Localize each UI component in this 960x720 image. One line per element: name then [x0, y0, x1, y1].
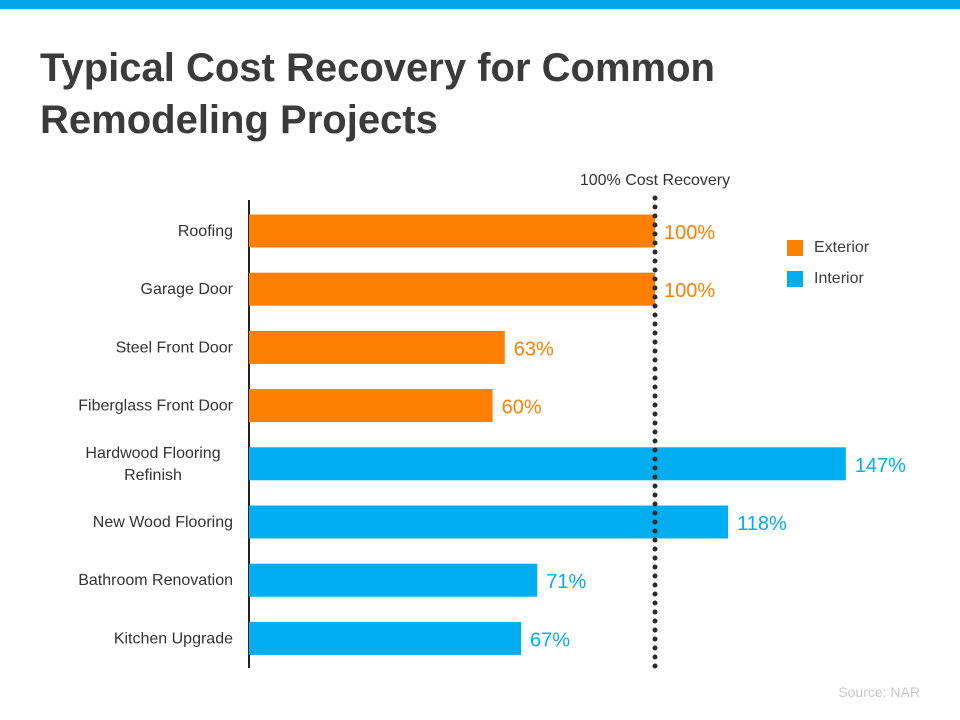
legend-item-exterior: Exterior	[787, 238, 869, 258]
category-label-7: Bathroom Renovation	[78, 572, 233, 589]
data-label-1: 100%	[664, 222, 715, 244]
data-label-6: 118%	[737, 513, 787, 535]
data-label-7: 71%	[546, 571, 586, 593]
category-label-5: Hardwood Flooring Refinish	[85, 445, 220, 484]
bar-1	[249, 214, 655, 248]
category-label-3: Steel Front Door	[116, 339, 234, 356]
bar-5	[249, 447, 846, 481]
category-label-5-line-2: Refinish	[124, 467, 182, 484]
legend-swatch-interior	[787, 271, 803, 287]
legend-label-exterior: Exterior	[814, 239, 870, 256]
legend-label-interior: Interior	[814, 270, 864, 287]
top-accent-bar	[0, 0, 960, 9]
data-label-2: 100%	[664, 280, 715, 302]
source-note: Source: NAR	[838, 684, 920, 700]
chart-legend: Exterior Interior	[787, 238, 869, 300]
data-label-5: 147%	[855, 455, 906, 477]
bar-6	[249, 505, 729, 539]
chart-title-line-2: Remodeling Projects	[40, 98, 438, 142]
bar-8	[249, 621, 522, 655]
category-label-5-line-1: Hardwood Flooring	[85, 445, 220, 462]
chart-title: Typical Cost Recovery for Common Remodel…	[40, 42, 920, 146]
data-label-4: 60%	[502, 397, 542, 419]
data-label-8: 67%	[530, 629, 570, 651]
category-label-1: Roofing	[178, 223, 233, 240]
bar-4	[249, 389, 493, 423]
data-label-3: 63%	[514, 338, 554, 360]
category-label-4: Fiberglass Front Door	[78, 398, 233, 415]
category-label-6: New Wood Flooring	[93, 514, 233, 531]
chart-title-line-1: Typical Cost Recovery for Common	[40, 46, 715, 90]
legend-item-interior: Interior	[787, 269, 869, 289]
bar-7	[249, 563, 538, 597]
category-label-2: Garage Door	[141, 281, 234, 298]
bar-2	[249, 272, 655, 306]
legend-swatch-exterior	[787, 240, 803, 256]
category-label-8: Kitchen Upgrade	[114, 630, 233, 647]
reference-line-label: 100% Cost Recovery	[580, 172, 730, 189]
bar-3	[249, 330, 505, 364]
